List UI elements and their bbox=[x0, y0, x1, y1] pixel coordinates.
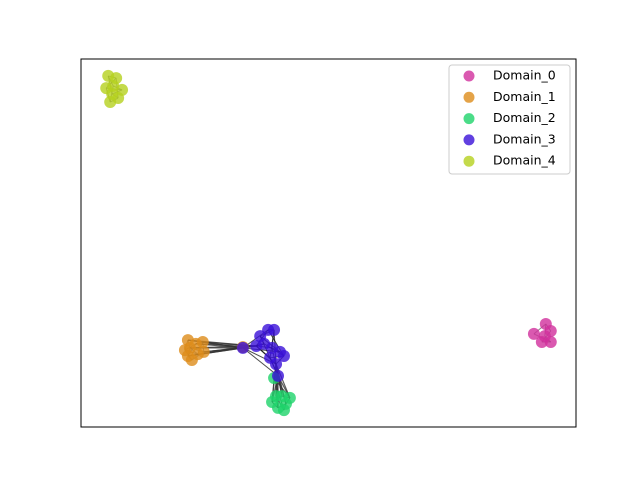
legend-label: Domain_1 bbox=[493, 89, 556, 104]
point bbox=[277, 349, 290, 362]
point bbox=[191, 348, 204, 361]
point bbox=[250, 340, 263, 353]
point bbox=[270, 358, 283, 371]
legend-marker bbox=[463, 91, 475, 103]
edge bbox=[275, 363, 291, 399]
point bbox=[104, 96, 117, 109]
legend-marker bbox=[463, 113, 475, 125]
legend-label: Domain_3 bbox=[493, 131, 556, 146]
point bbox=[236, 341, 249, 354]
point bbox=[107, 79, 120, 92]
point bbox=[178, 344, 191, 357]
point bbox=[272, 369, 285, 382]
point bbox=[538, 330, 551, 343]
legend-marker bbox=[463, 70, 475, 82]
legend-marker bbox=[463, 155, 475, 167]
point bbox=[527, 327, 540, 340]
edge bbox=[242, 347, 279, 377]
points bbox=[100, 69, 557, 417]
legend-box bbox=[448, 64, 571, 175]
point bbox=[270, 390, 283, 403]
legend-marker bbox=[463, 134, 475, 146]
legend: Domain_0 Domain_1 Domain_2 Domain_3 Domain_4 bbox=[448, 64, 571, 175]
legend-label: Domain_4 bbox=[493, 153, 556, 168]
legend-label: Domain_0 bbox=[493, 68, 556, 83]
point bbox=[277, 404, 290, 417]
point bbox=[196, 335, 209, 348]
point bbox=[268, 323, 281, 336]
legend-label: Domain_2 bbox=[493, 110, 556, 125]
plot-frame bbox=[80, 58, 577, 428]
